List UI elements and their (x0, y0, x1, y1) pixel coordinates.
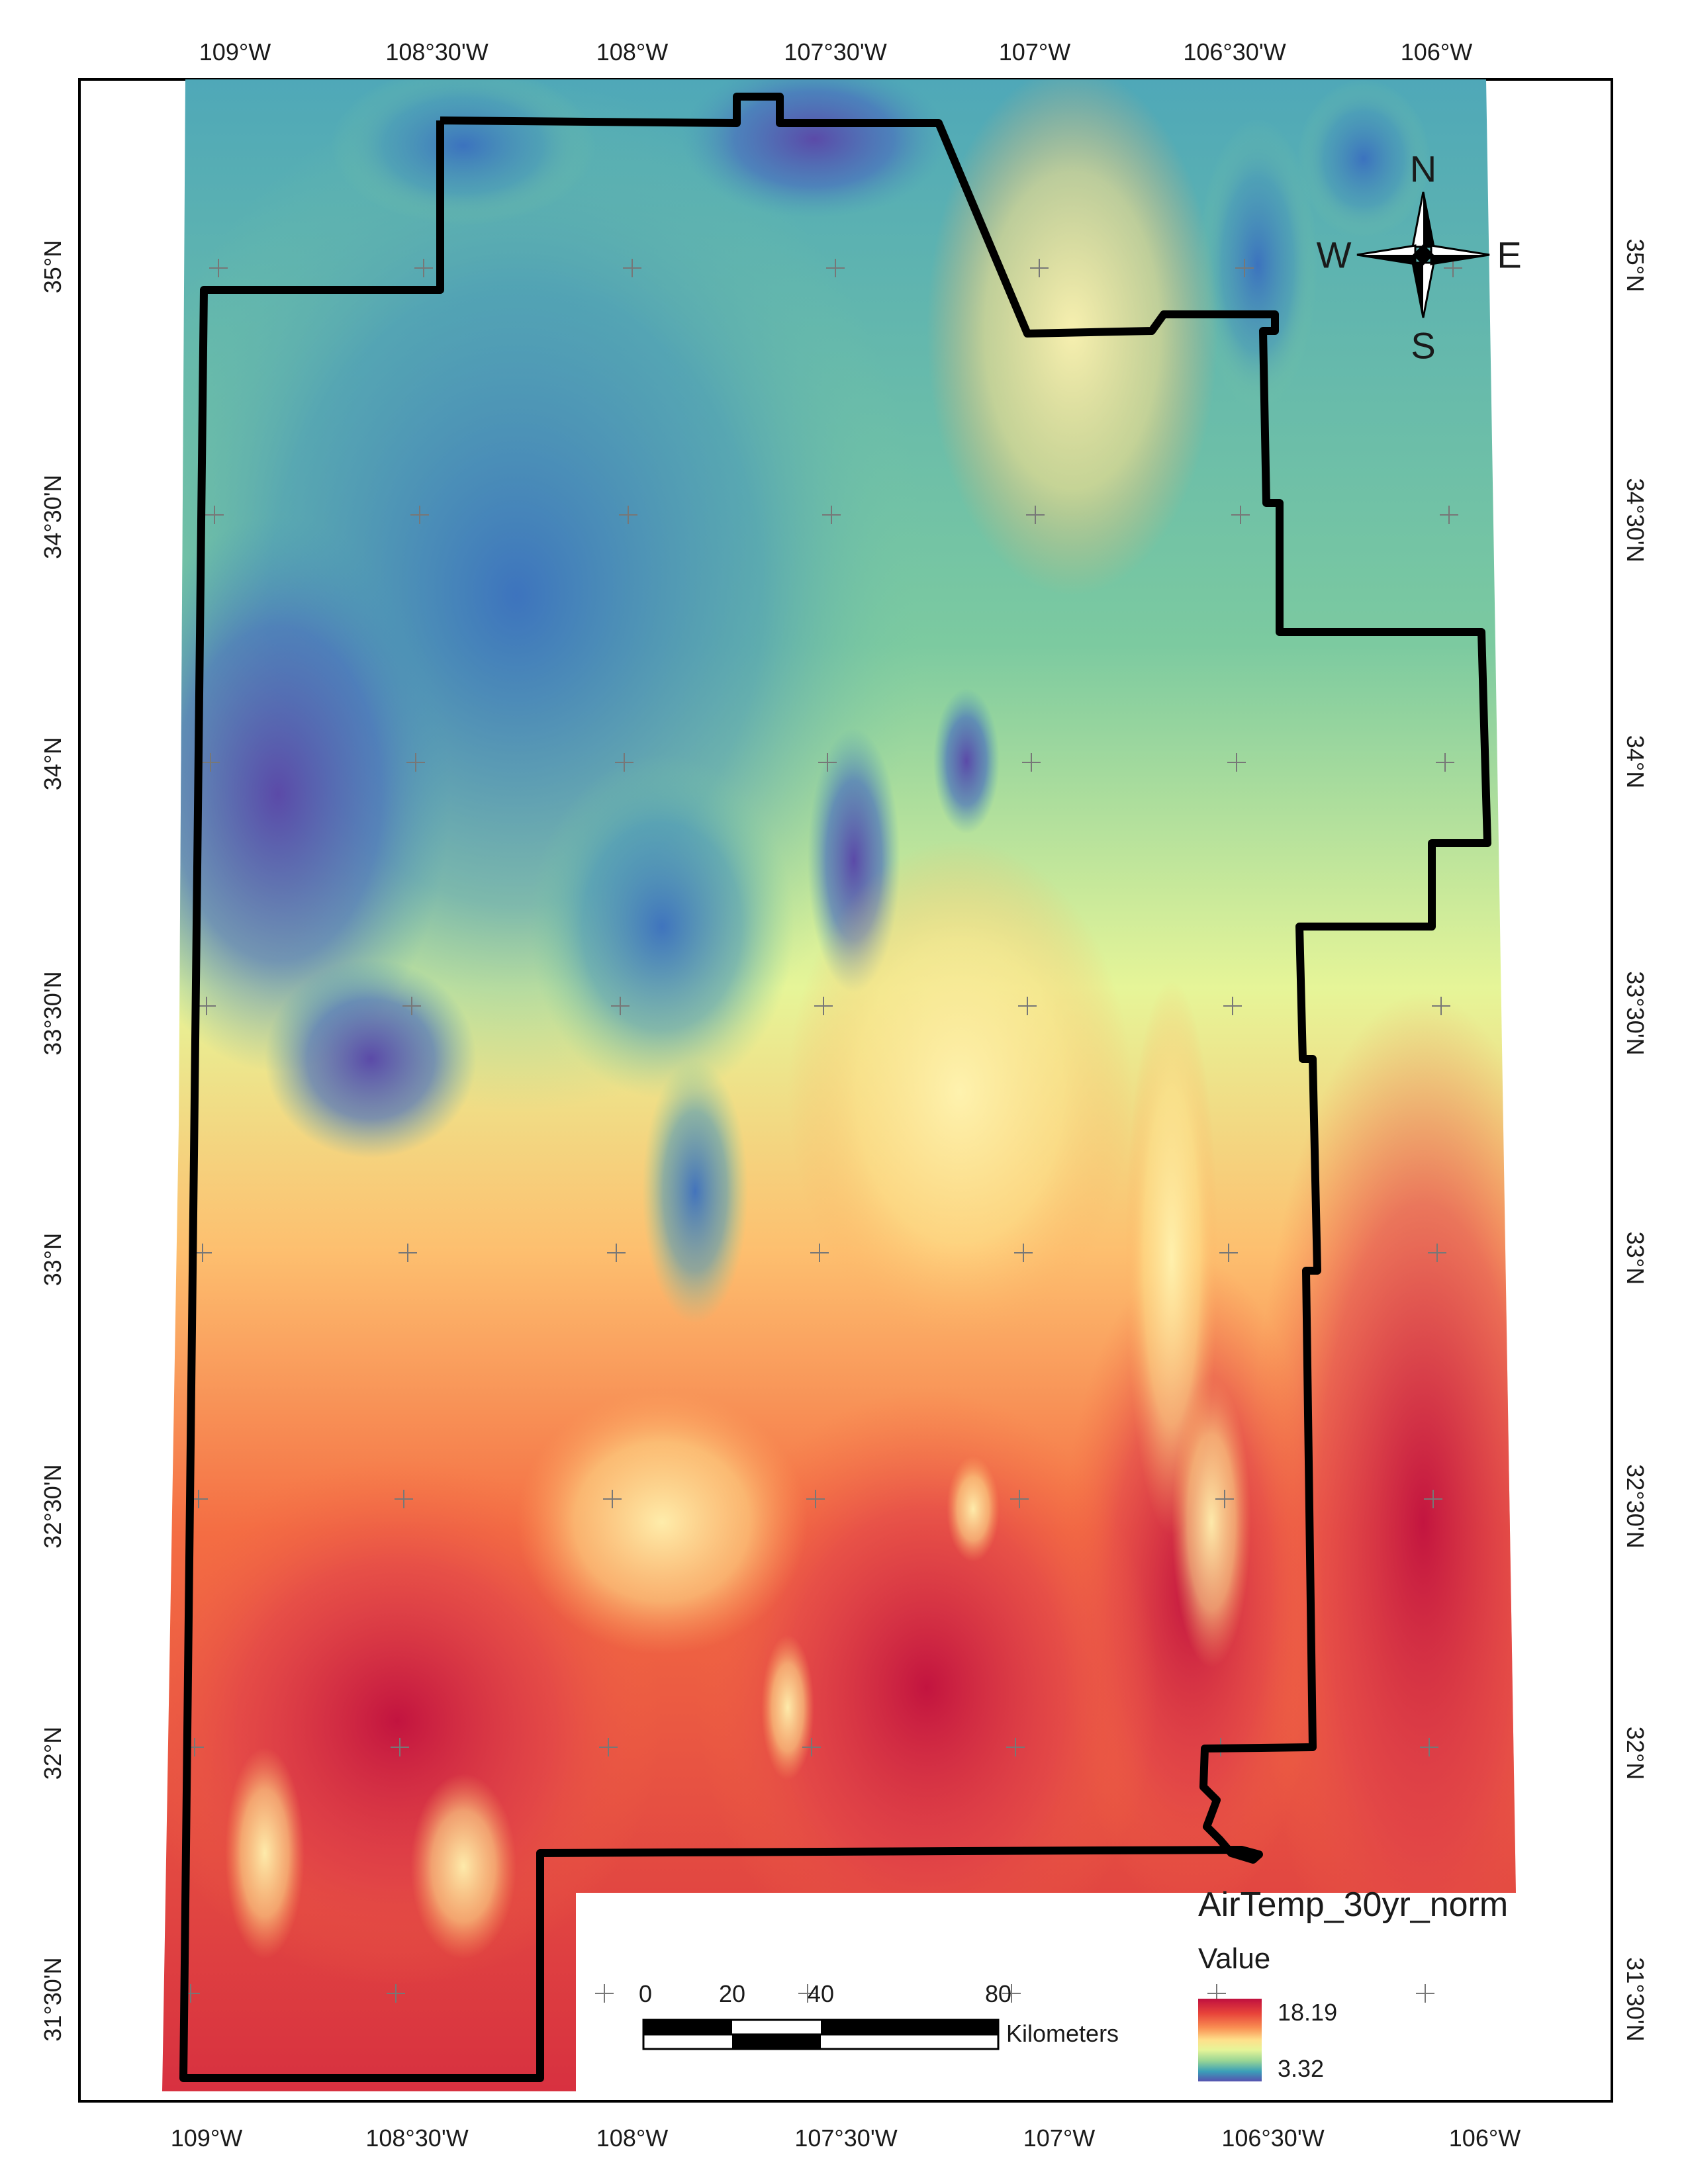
lon-label-bottom: 108°30'W (365, 2124, 469, 2152)
lon-label-top: 106°30'W (1183, 38, 1286, 66)
lat-label-right: 33°N (1622, 1231, 1649, 1285)
lat-label-right: 33°30'N (1622, 971, 1649, 1056)
lat-label-left: 35°N (39, 240, 66, 294)
legend-title: AirTemp_30yr_norm (1198, 1886, 1509, 1924)
north-label: N (1409, 148, 1437, 190)
lon-label-top: 108°W (596, 38, 669, 66)
scale-tick-label: 0 (638, 1980, 653, 2007)
scale-tick-label: 40 (807, 1980, 835, 2007)
lon-label-bottom: 106°W (1448, 2124, 1521, 2152)
lon-label-bottom: 108°W (596, 2124, 669, 2152)
lat-label-left: 32°N (39, 1726, 66, 1780)
lat-label-left: 33°30'N (39, 971, 66, 1056)
lat-label-left: 34°30'N (39, 475, 66, 559)
lon-label-bottom: 106°30'W (1221, 2124, 1325, 2152)
study-area-boundary (179, 93, 1491, 2082)
west-label: W (1316, 234, 1352, 276)
lon-label-top: 106°W (1400, 38, 1473, 66)
lat-label-left: 33°N (39, 1232, 66, 1287)
lon-label-bottom: 107°W (1023, 2124, 1096, 2152)
lat-label-right: 31°30'N (1622, 1957, 1649, 2042)
lat-label-right: 34°30'N (1622, 478, 1649, 563)
legend-color-ramp (1198, 1999, 1262, 2081)
lat-label-left: 32°30'N (39, 1464, 66, 1549)
scale-unit-label: Kilometers (1006, 2020, 1119, 2047)
lon-label-top: 108°30'W (385, 38, 489, 66)
lon-label-top: 107°W (998, 38, 1071, 66)
scale-tick-label: 80 (984, 1980, 1012, 2007)
south-label: S (1411, 324, 1436, 367)
lat-label-right: 35°N (1622, 238, 1649, 293)
temperature-raster (162, 79, 1516, 2091)
legend-high-value: 18.19 (1278, 1999, 1338, 2026)
scale-tick-label: 20 (718, 1980, 746, 2007)
lon-label-top: 107°30'W (784, 38, 887, 66)
lat-label-right: 34°N (1622, 735, 1649, 789)
east-label: E (1497, 234, 1522, 276)
legend-subtitle: Value (1198, 1942, 1271, 1975)
lon-label-bottom: 109°W (170, 2124, 243, 2152)
lon-label-top: 109°W (199, 38, 271, 66)
lat-label-left: 31°30'N (39, 1957, 66, 2042)
lat-label-right: 32°30'N (1622, 1464, 1649, 1549)
graticule-marks (181, 259, 1462, 2003)
legend-low-value: 3.32 (1278, 2055, 1325, 2082)
lon-label-bottom: 107°30'W (794, 2124, 898, 2152)
scale-bar (642, 2019, 1000, 2050)
lat-label-right: 32°N (1622, 1726, 1649, 1780)
lat-label-left: 34°N (39, 737, 66, 791)
north-arrow (1356, 191, 1490, 318)
